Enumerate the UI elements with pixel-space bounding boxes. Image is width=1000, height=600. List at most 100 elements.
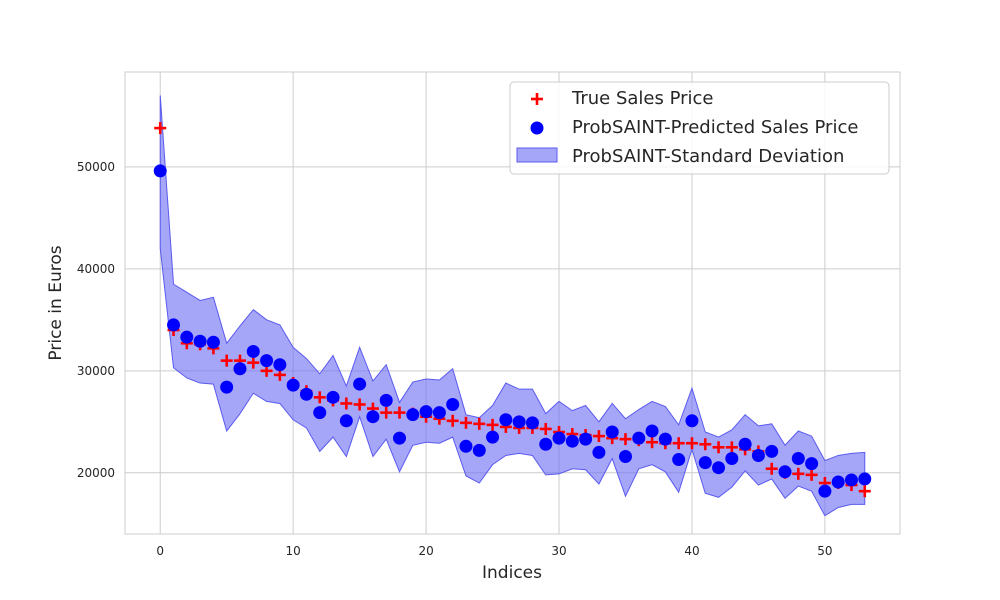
predicted-price-point <box>539 437 553 451</box>
predicted-price-point <box>299 387 313 401</box>
true-price-point <box>805 468 818 481</box>
true-price-point <box>765 462 778 475</box>
predicted-price-point <box>778 465 792 479</box>
x-tick-label: 50 <box>817 544 832 558</box>
predicted-price-point <box>818 484 832 498</box>
legend-pred-marker <box>530 121 544 135</box>
predicted-price-point <box>313 406 327 420</box>
predicted-price-point <box>672 453 686 467</box>
predicted-price-point <box>446 397 460 411</box>
predicted-price-point <box>765 444 779 458</box>
true-price-point <box>486 418 499 431</box>
x-tick-label: 40 <box>684 544 699 558</box>
y-tick-label: 20000 <box>77 466 115 480</box>
predicted-price-point <box>366 410 380 424</box>
x-tick-label: 0 <box>156 544 164 558</box>
predicted-price-point <box>632 431 646 445</box>
std-deviation-band <box>159 95 866 517</box>
y-tick-labels: 20000 30000 40000 50000 <box>77 160 115 480</box>
true-price-point <box>446 414 459 427</box>
true-price-point <box>380 406 393 419</box>
predicted-price-point <box>472 443 486 457</box>
x-tick-label: 20 <box>418 544 433 558</box>
predicted-price-point <box>233 362 247 376</box>
true-price-point <box>592 430 605 443</box>
predicted-price-point <box>592 445 606 459</box>
predicted-price-point <box>858 472 872 486</box>
true-price-point <box>353 398 366 411</box>
predicted-price-point <box>419 405 433 419</box>
true-price-point <box>646 436 659 449</box>
legend-true-label: True Sales Price <box>571 88 714 109</box>
true-price-point <box>459 416 472 429</box>
y-tick-label: 30000 <box>77 364 115 378</box>
true-price-point <box>220 354 233 367</box>
true-price-point <box>313 391 326 404</box>
predicted-price-point <box>645 424 659 438</box>
x-axis-label: Indices <box>482 563 542 583</box>
predicted-price-point <box>844 473 858 487</box>
predicted-price-point <box>260 354 274 368</box>
predicted-price-point <box>206 335 220 349</box>
predicted-price-markers <box>153 164 872 498</box>
predicted-price-point <box>805 457 819 471</box>
true-price-point <box>685 437 698 450</box>
predicted-price-point <box>658 432 672 446</box>
predicted-price-point <box>751 448 765 462</box>
predicted-price-point <box>339 414 353 428</box>
x-tick-label: 30 <box>551 544 566 558</box>
true-price-point <box>725 441 738 454</box>
predicted-price-point <box>552 431 566 445</box>
legend-box <box>509 81 890 175</box>
predicted-price-point <box>326 390 340 404</box>
predicted-price-point <box>220 380 234 394</box>
predicted-price-point <box>512 415 526 429</box>
legend-true-marker <box>531 93 543 105</box>
true-price-point <box>699 438 712 451</box>
predicted-price-point <box>831 475 845 489</box>
true-price-point <box>247 356 260 369</box>
predicted-price-point <box>698 456 712 470</box>
true-price-point <box>154 122 167 135</box>
predicted-price-point <box>273 358 287 372</box>
y-tick-label: 50000 <box>77 160 115 174</box>
x-tick-labels: 0 10 20 30 40 50 <box>156 544 832 558</box>
true-price-point <box>619 433 632 446</box>
predicted-price-point <box>379 393 393 407</box>
predicted-price-point <box>725 452 739 466</box>
predicted-price-point <box>406 408 420 422</box>
true-price-point <box>473 417 486 430</box>
predicted-price-point <box>286 378 300 392</box>
std-band-layer <box>159 95 866 517</box>
predicted-price-point <box>193 334 207 348</box>
predicted-price-point <box>712 461 726 475</box>
predicted-price-point <box>605 425 619 439</box>
predicted-price-point <box>353 377 367 391</box>
y-axis-label: Price in Euros <box>46 245 66 360</box>
predicted-price-point <box>153 164 167 178</box>
legend-band-label: ProbSAINT-Standard Deviation <box>572 146 844 167</box>
predicted-price-point <box>432 406 446 420</box>
true-price-point <box>858 485 871 498</box>
true-price-point <box>792 467 805 480</box>
predicted-price-point <box>738 437 752 451</box>
true-price-point <box>712 441 725 454</box>
true-price-point <box>340 397 353 410</box>
predicted-price-point <box>486 430 500 444</box>
predicted-price-point <box>246 344 260 358</box>
legend: True Sales Price ProbSAINT-Predicted Sal… <box>509 81 890 175</box>
y-tick-label: 40000 <box>77 262 115 276</box>
predicted-price-point <box>565 434 579 448</box>
predicted-price-point <box>499 413 513 427</box>
predicted-price-point <box>180 330 194 344</box>
true-price-point <box>672 437 685 450</box>
predicted-price-point <box>579 432 593 446</box>
plot-frame <box>124 71 901 535</box>
x-tick-label: 10 <box>286 544 301 558</box>
predicted-price-point <box>791 452 805 466</box>
predicted-price-point <box>393 431 407 445</box>
true-price-point <box>393 406 406 419</box>
predicted-price-point <box>618 449 632 463</box>
legend-pred-label: ProbSAINT-Predicted Sales Price <box>572 117 858 138</box>
